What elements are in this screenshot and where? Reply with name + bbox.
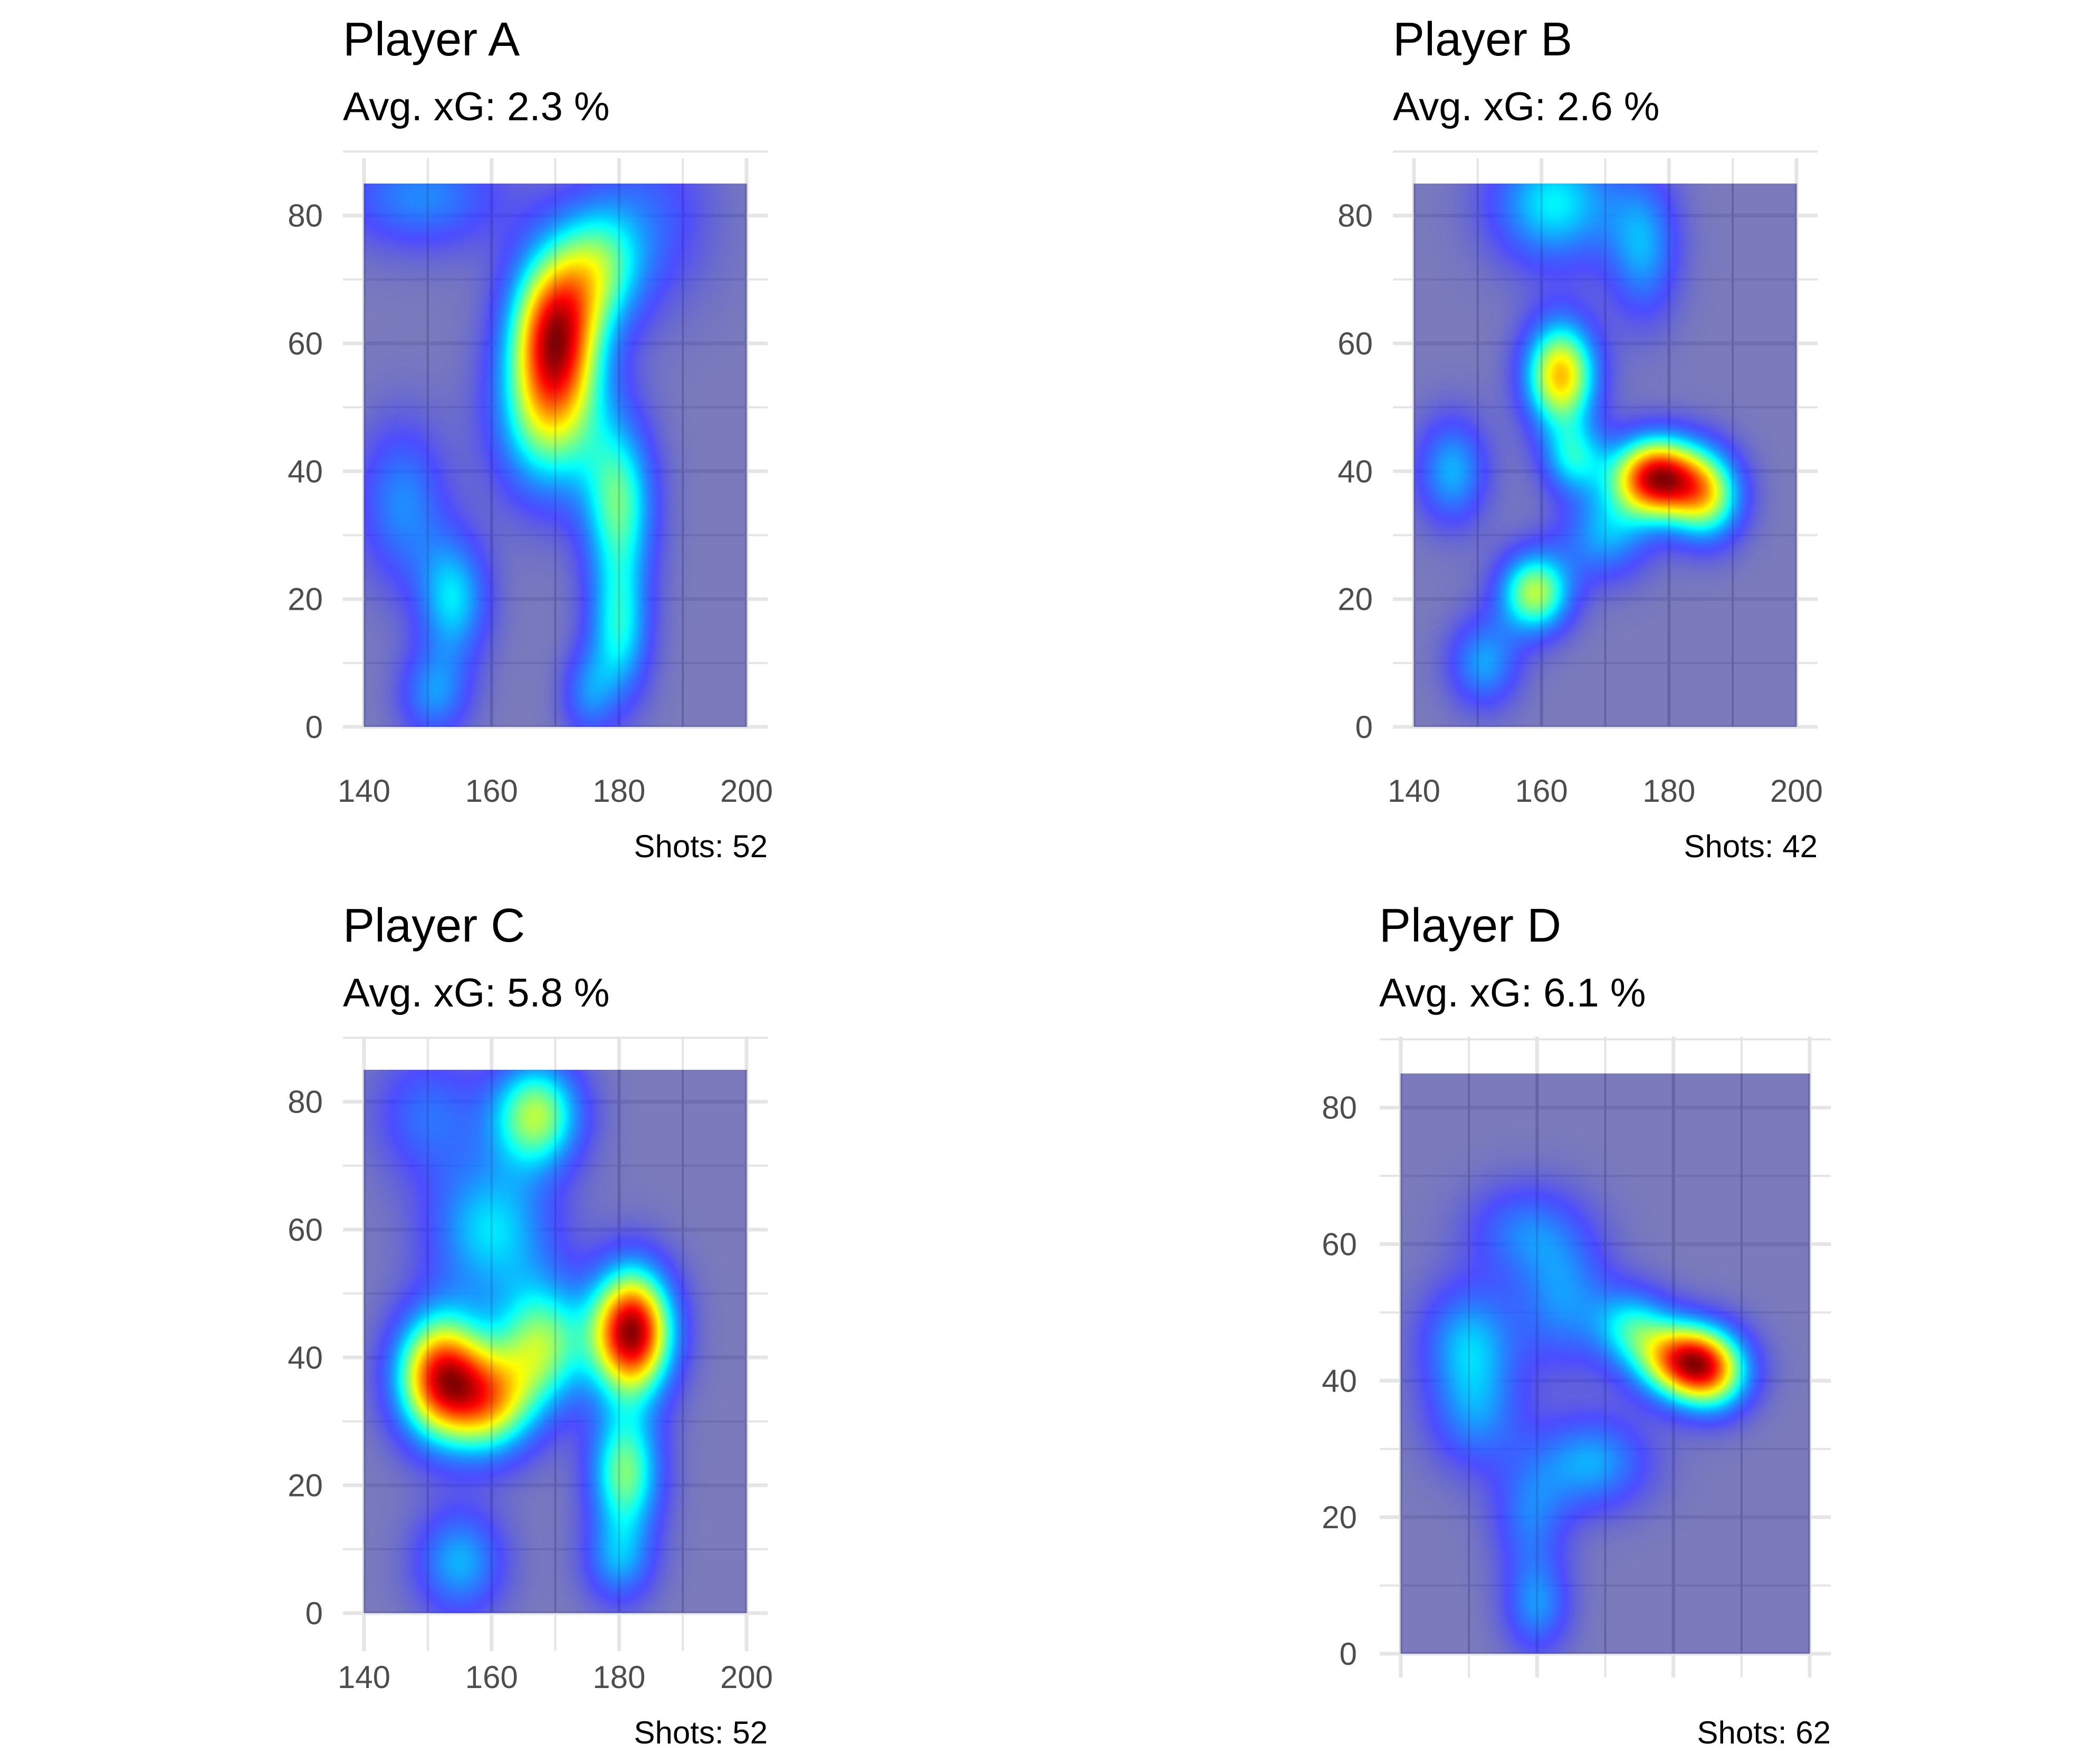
x-tick-label: 160: [1515, 773, 1568, 809]
y-tick-label: 0: [305, 1596, 323, 1631]
y-tick-label: 80: [1322, 1090, 1357, 1126]
panel-title: Player B: [1393, 13, 1572, 66]
heatmap-panel-3: Player C Avg. xG: 5.8 % Shots: 52 0 20 40 60 80…: [288, 899, 773, 1750]
grid-overlay: [1400, 1073, 1811, 1654]
panel-title: Player A: [343, 13, 520, 66]
heatmap-panel-4: Player D Avg. xG: 6.1 % Shots: 62 0 20 40 60 80: [1322, 899, 1831, 1750]
grid-overlay: [363, 1070, 748, 1613]
x-tick-label: 200: [720, 773, 773, 809]
x-tick-label: 140: [338, 773, 390, 809]
y-tick-label: 80: [1337, 198, 1373, 234]
y-tick-label: 0: [305, 710, 323, 745]
panel-caption: Shots: 62: [1697, 1715, 1831, 1750]
y-tick-label: 60: [1337, 326, 1373, 361]
grid-overlay: [363, 184, 748, 727]
panel-subtitle: Avg. xG: 5.8 %: [343, 971, 610, 1015]
panel-title: Player C: [343, 899, 525, 952]
y-tick-label: 40: [288, 1340, 323, 1375]
x-tick-label: 180: [592, 1660, 645, 1695]
y-tick-label: 20: [288, 582, 323, 617]
panel-subtitle: Avg. xG: 6.1 %: [1379, 971, 1646, 1015]
y-tick-label: 60: [1322, 1227, 1357, 1262]
x-tick-label: 140: [338, 1660, 390, 1695]
grid-overlay: [1413, 184, 1798, 727]
heatmap-panel-2: Player B Avg. xG: 2.6 % Shots: 42 0 20 40 60 80…: [1337, 13, 1823, 864]
y-tick-label: 60: [288, 1212, 323, 1248]
y-tick-label: 0: [1355, 710, 1373, 745]
panel-subtitle: Avg. xG: 2.3 %: [343, 84, 610, 129]
y-tick-label: 80: [288, 198, 323, 234]
y-tick-label: 60: [288, 326, 323, 361]
x-tick-label: 160: [465, 1660, 518, 1695]
y-tick-label: 80: [288, 1085, 323, 1120]
panel-subtitle: Avg. xG: 2.6 %: [1393, 84, 1660, 129]
y-tick-label: 0: [1340, 1636, 1357, 1672]
y-tick-label: 20: [1322, 1500, 1357, 1535]
y-tick-label: 20: [288, 1468, 323, 1503]
density-raster: [1414, 184, 1796, 727]
density-raster: [364, 184, 747, 727]
panel-caption: Shots: 52: [634, 829, 768, 864]
x-tick-label: 180: [1642, 773, 1695, 809]
panel-caption: Shots: 42: [1684, 829, 1818, 864]
y-tick-label: 40: [1337, 454, 1373, 489]
y-tick-label: 40: [288, 454, 323, 489]
x-tick-label: 180: [592, 773, 645, 809]
x-tick-label: 200: [720, 1660, 773, 1695]
x-tick-label: 160: [465, 773, 518, 809]
y-tick-label: 20: [1337, 582, 1373, 617]
x-tick-label: 140: [1388, 773, 1440, 809]
panel-title: Player D: [1379, 899, 1561, 952]
x-tick-label: 200: [1770, 773, 1823, 809]
y-tick-label: 40: [1322, 1363, 1357, 1398]
panel-caption: Shots: 52: [634, 1715, 768, 1750]
density-raster: [364, 1070, 747, 1613]
density-raster: [1401, 1073, 1810, 1654]
heatmap-panel-1: Player A Avg. xG: 2.3 % Shots: 52 0 20 40 60 80…: [288, 13, 773, 864]
